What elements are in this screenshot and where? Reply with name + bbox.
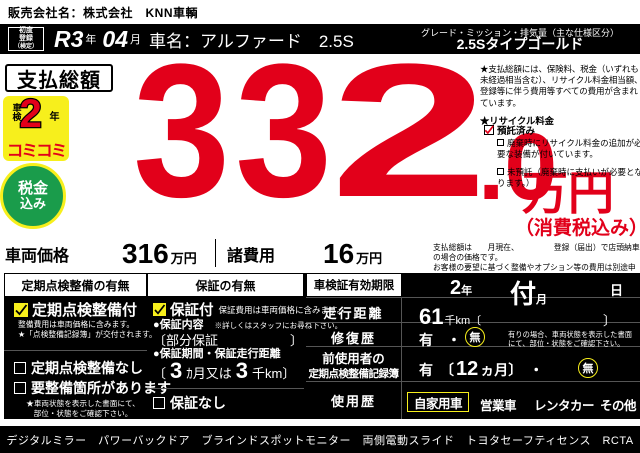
- svg-text:預託済み: 預託済み: [497, 125, 536, 137]
